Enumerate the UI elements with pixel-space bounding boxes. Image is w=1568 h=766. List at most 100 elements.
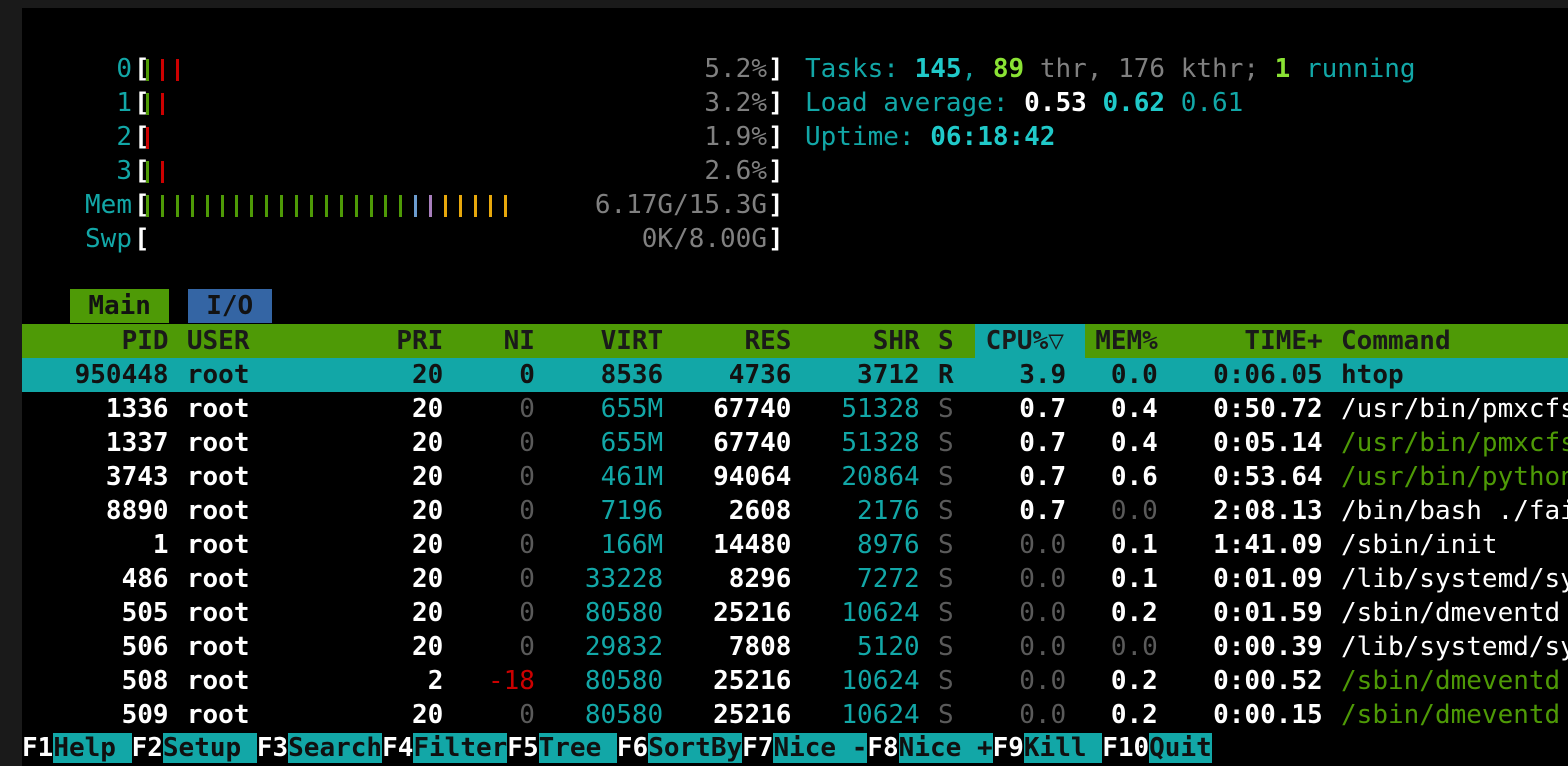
cell-pid: 509 <box>121 700 169 730</box>
cell-pid: 950448 <box>74 360 169 390</box>
meter-bar-mem-green <box>175 195 179 217</box>
cell-time: 2:08.13 <box>1213 496 1323 526</box>
fn-label-kill[interactable]: Kill <box>1023 733 1103 763</box>
cell-mem-percent: 0.1 <box>1110 564 1158 594</box>
fn-key-f4[interactable]: F4 <box>382 733 414 763</box>
cell-pid: 3743 <box>105 462 169 492</box>
cell-cpu-percent: 0.0 <box>1019 632 1067 662</box>
cell-pri: 2 <box>427 666 444 696</box>
column-header-s[interactable]: S <box>938 326 954 356</box>
table-row[interactable]: 1 root 20 0 166M 14480 8976 S 0.0 0.1 1:41.09/sbin… <box>22 528 1568 562</box>
fn-label-search[interactable]: Search <box>288 733 383 763</box>
table-row[interactable]: 3743 root 20 0 461M 94064 20864 S 0.7 0.6 0:53.64 /… <box>22 460 1568 494</box>
table-row[interactable]: 486 root 20 0 33228 8296 7272 S 0.0 0.1 0:01.09/li… <box>22 562 1568 596</box>
cell-res: 25216 <box>713 666 792 696</box>
cell-state: S <box>938 496 954 526</box>
meter-label-cpu-2: 2 <box>116 122 132 152</box>
table-column-header[interactable]: PID USER PRI NI VIRT RES SHR S CPU%▽ MEM% TIME+ Com… <box>22 324 1568 358</box>
fn-label-help[interactable]: Help <box>53 733 132 763</box>
cell-pid: 1337 <box>105 428 169 458</box>
fn-label-nice-[interactable]: Nice - <box>773 733 868 763</box>
column-header-mem[interactable]: MEM% <box>1095 326 1158 356</box>
fn-label-nice-[interactable]: Nice + <box>898 733 993 763</box>
cell-cpu-percent: 0.7 <box>1019 462 1067 492</box>
cell-command: /lib/systemd/system <box>1341 564 1568 594</box>
fn-label-tree[interactable]: Tree <box>538 733 617 763</box>
function-key-bar: F1Help F2Setup F3SearchF4FilterF5Tree F6… <box>22 730 1568 766</box>
meter-bar-mem-green <box>146 195 149 217</box>
cell-virt: 80580 <box>584 666 664 696</box>
column-header-ni[interactable]: NI <box>503 326 535 356</box>
tasks-total: 145 <box>914 54 962 84</box>
uptime-value: 06:18:42 <box>930 122 1056 152</box>
fn-key-f3[interactable]: F3 <box>256 733 289 763</box>
cell-time: 0:00.15 <box>1213 700 1323 730</box>
meter-label-mem: Mem <box>85 190 132 220</box>
meter-label-cpu-1: 1 <box>116 88 132 118</box>
fn-label-quit[interactable]: Quit <box>1149 733 1212 763</box>
fn-key-f2[interactable]: F2 <box>131 733 163 763</box>
fn-key-f9[interactable]: F9 <box>992 733 1024 763</box>
cell-res: 4736 <box>728 360 792 390</box>
tasks-label: Tasks: <box>805 54 899 84</box>
cell-command: /bin/bash ./fail.sh <box>1341 496 1568 526</box>
cell-state: S <box>938 394 954 424</box>
cell-mem-percent: 0.2 <box>1110 598 1158 628</box>
cell-mem-percent: 0.6 <box>1110 462 1158 492</box>
column-header-pri[interactable]: PRI <box>396 326 444 356</box>
fn-label-sortby[interactable]: SortBy <box>648 733 743 763</box>
column-header-res[interactable]: RES <box>744 326 792 356</box>
cell-time: 0:00.52 <box>1213 666 1323 696</box>
cell-command: /usr/bin/pmxcfs <box>1341 428 1568 458</box>
column-header-cpu[interactable]: CPU%▽ <box>974 324 1085 358</box>
fn-key-f8[interactable]: F8 <box>867 733 899 763</box>
fn-key-f6[interactable]: F6 <box>616 733 649 763</box>
cell-user: root <box>186 700 250 730</box>
table-row[interactable]: 950448 root 20 0 8536 4736 3712 R 3.9 0.0 0:06.05 h… <box>22 358 1568 392</box>
cell-pri: 20 <box>412 632 444 662</box>
table-row[interactable]: 508 root 2 -18 80580 25216 10624 S 0.0 0.2 0:00.52… <box>22 664 1568 698</box>
fn-key-f7[interactable]: F7 <box>742 733 774 763</box>
cell-cpu-percent: 0.7 <box>1019 496 1067 526</box>
table-row[interactable]: 506 root 20 0 29832 7808 5120 S 0.0 0.0 0:00.39/li… <box>22 630 1568 664</box>
cell-pri: 20 <box>412 428 444 458</box>
fn-key-f10[interactable]: F10 <box>1102 733 1150 763</box>
column-header-virt[interactable]: VIRT <box>600 326 664 356</box>
cell-mem-percent: 0.0 <box>1110 632 1158 662</box>
cell-pid: 508 <box>121 666 169 696</box>
fn-key-f1[interactable]: F1 <box>22 733 54 763</box>
meter-value-mem: 6.17G/15.3G <box>594 190 767 220</box>
table-row[interactable]: 8890 root 20 0 7196 2608 2176 S 0.7 0.0 2:08.13/bi… <box>22 494 1568 528</box>
fn-key-f5[interactable]: F5 <box>507 733 539 763</box>
cell-shr: 2176 <box>857 496 920 526</box>
meter-bracket-close-cpu-3: ] <box>768 156 784 186</box>
fn-label-filter[interactable]: Filter <box>413 733 508 763</box>
column-header-cmd[interactable]: Command <box>1341 326 1451 356</box>
cell-nice: 0 <box>519 700 535 730</box>
column-header-pid[interactable]: PID <box>121 326 169 356</box>
htop-screen: 0[5.2%] 1[3.2%] 2[1.9%] 3[2.6%] Mem[6.17G/15… <box>22 8 1568 766</box>
meter-bar-cpu-0-green <box>146 59 149 81</box>
table-row[interactable]: 505 root 20 0 80580 25216 10624 S 0.0 0.2 0:01.59 /… <box>22 596 1568 630</box>
cell-command: /sbin/dmeventd -f <box>1341 700 1561 730</box>
column-header-time[interactable]: TIME+ <box>1244 326 1323 356</box>
meter-bracket-close-swap: ] <box>768 224 784 254</box>
cell-shr: 10624 <box>841 700 920 730</box>
meter-bar-mem-green <box>220 195 224 217</box>
meter-bar-cpu-1-red <box>160 93 164 115</box>
cell-mem-percent: 0.4 <box>1110 394 1158 424</box>
cell-nice: 0 <box>519 428 535 458</box>
column-header-shr[interactable]: SHR <box>872 326 920 356</box>
table-row[interactable]: 1336 root 20 0 655M 67740 51328 S 0.7 0.4 0:50.72 /… <box>22 392 1568 426</box>
table-row[interactable]: 1337 root 20 0 655M 67740 51328 S 0.7 0.4 0:05.14 /… <box>22 426 1568 460</box>
meter-bar-mem-green <box>369 195 373 217</box>
meter-value-cpu-1: 3.2% <box>704 88 767 118</box>
tab-main[interactable]: Main <box>70 289 170 323</box>
meter-bracket-close-cpu-0: ] <box>768 54 784 84</box>
tab-i-o[interactable]: I/O <box>187 289 272 323</box>
column-header-user[interactable]: USER <box>186 326 250 356</box>
table-row[interactable]: 509 root 20 0 80580 25216 10624 S 0.0 0.2 0:00.15 /… <box>22 698 1568 732</box>
fn-label-setup[interactable]: Setup <box>162 733 257 763</box>
cell-pid: 505 <box>121 598 169 628</box>
